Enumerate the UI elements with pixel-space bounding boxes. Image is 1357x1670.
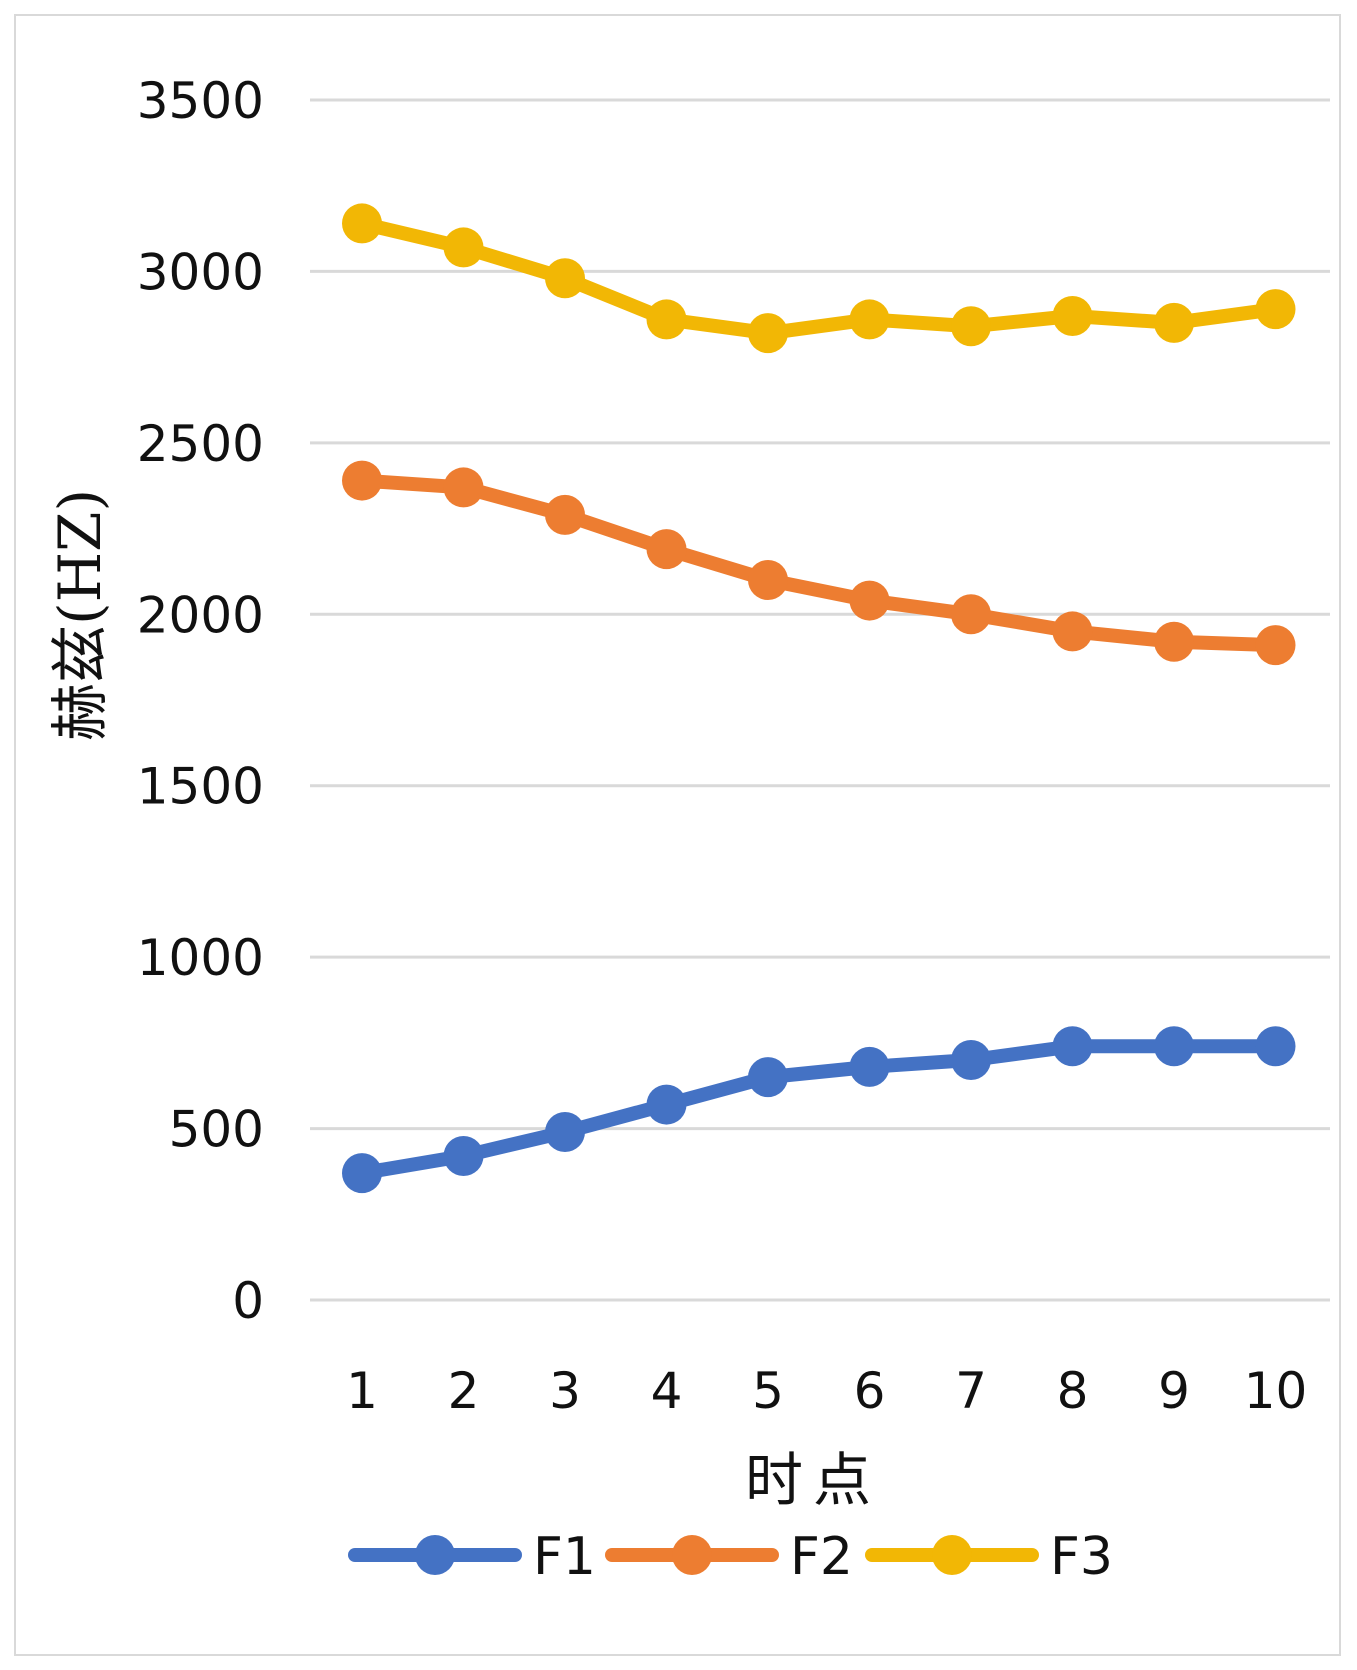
data-point-f1 [342, 1153, 382, 1194]
data-point-f1 [849, 1046, 890, 1087]
data-point-f2 [1154, 621, 1194, 662]
legend-item-f3: F3 [865, 1527, 1113, 1587]
x-tick-label: 4 [651, 1362, 683, 1420]
chart-frame [14, 14, 1341, 1656]
series-group [342, 203, 1296, 1194]
data-point-f1 [748, 1057, 788, 1098]
data-point-f1 [545, 1112, 585, 1152]
data-point-f3 [951, 306, 991, 347]
data-point-f2 [646, 529, 687, 570]
legend-label: F3 [1050, 1527, 1113, 1587]
series-f3 [342, 203, 1296, 354]
gridlines [310, 98, 1330, 1302]
data-point-f2 [951, 594, 991, 635]
data-point-f3 [1255, 289, 1296, 330]
data-point-f1 [951, 1040, 991, 1080]
y-tick-label: 2500 [137, 415, 264, 473]
data-point-f2 [748, 560, 788, 600]
x-tick-label: 7 [955, 1362, 987, 1420]
y-tick-label: 1500 [137, 758, 264, 816]
legend: F1 F2 F3 [348, 1527, 1113, 1587]
y-axis-title: 赫兹(HZ) [46, 489, 114, 741]
series-f2 [342, 460, 1296, 666]
data-point-f1 [1052, 1026, 1093, 1067]
data-point-f1 [1255, 1026, 1296, 1067]
data-point-f1 [646, 1084, 687, 1125]
x-tick-label: 9 [1158, 1362, 1190, 1420]
x-tick-label: 5 [752, 1362, 784, 1420]
data-point-f1 [1154, 1026, 1194, 1067]
data-point-f3 [1154, 302, 1194, 343]
data-point-f3 [545, 258, 585, 299]
data-point-f3 [443, 227, 484, 268]
data-point-f2 [1052, 611, 1093, 652]
y-tick-label: 3000 [137, 243, 264, 301]
x-tick-label: 2 [448, 1362, 480, 1420]
x-tick-label: 8 [1057, 1362, 1089, 1420]
data-point-f3 [646, 299, 687, 340]
x-tick-label: 3 [549, 1362, 581, 1420]
data-point-f2 [849, 580, 890, 621]
y-tick-label: 2000 [137, 586, 264, 644]
legend-swatch-marker [415, 1535, 455, 1575]
data-point-f2 [545, 494, 585, 535]
y-tick-label: 1000 [137, 929, 264, 987]
series-line-f1 [355, 1039, 1283, 1181]
data-point-f2 [342, 460, 382, 501]
data-point-f1 [443, 1136, 484, 1176]
x-tick-label: 10 [1244, 1362, 1308, 1420]
legend-swatch-marker [672, 1535, 712, 1575]
data-point-f2 [443, 467, 484, 508]
y-tick-label: 3500 [137, 72, 264, 130]
y-tick-labels: 0 500 1000 1500 2000 2500 3000 3500 [137, 72, 264, 1330]
series-f1 [342, 1026, 1296, 1194]
legend-item-f2: F2 [605, 1527, 853, 1587]
legend-label: F1 [533, 1527, 596, 1587]
x-tick-labels: 1 2 3 4 5 6 7 8 9 10 [346, 1362, 1307, 1420]
data-point-f3 [748, 313, 788, 354]
series-line-f3 [355, 216, 1283, 341]
legend-swatch-marker [932, 1535, 972, 1575]
x-tick-label: 6 [854, 1362, 886, 1420]
data-point-f3 [1052, 296, 1093, 336]
data-point-f3 [849, 299, 890, 340]
series-line-f2 [355, 473, 1283, 653]
y-tick-label: 500 [169, 1101, 264, 1159]
data-point-f2 [1255, 625, 1296, 666]
legend-label: F2 [790, 1527, 853, 1587]
x-tick-label: 1 [346, 1362, 378, 1420]
y-tick-label: 0 [232, 1272, 264, 1330]
x-axis-title: 时点 [745, 1446, 881, 1514]
data-point-f3 [342, 203, 382, 244]
legend-item-f1: F1 [348, 1527, 596, 1587]
